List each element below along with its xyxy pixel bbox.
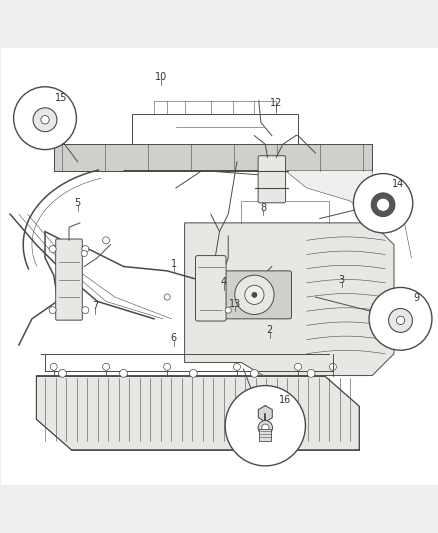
Circle shape bbox=[225, 307, 231, 313]
Text: 10: 10 bbox=[154, 72, 166, 82]
Circle shape bbox=[353, 174, 412, 233]
FancyBboxPatch shape bbox=[217, 271, 291, 319]
FancyBboxPatch shape bbox=[56, 239, 82, 320]
Text: 3: 3 bbox=[338, 274, 344, 285]
Text: 13: 13 bbox=[228, 298, 240, 309]
Text: 1: 1 bbox=[170, 260, 177, 269]
Polygon shape bbox=[53, 144, 371, 171]
Circle shape bbox=[41, 116, 49, 124]
Polygon shape bbox=[184, 223, 393, 376]
Circle shape bbox=[49, 246, 56, 253]
Circle shape bbox=[261, 424, 268, 431]
Text: 6: 6 bbox=[170, 334, 177, 343]
Circle shape bbox=[225, 385, 305, 466]
Text: 14: 14 bbox=[391, 179, 403, 189]
Polygon shape bbox=[36, 376, 358, 450]
Circle shape bbox=[294, 364, 301, 370]
Polygon shape bbox=[123, 171, 371, 223]
Text: 2: 2 bbox=[266, 325, 272, 335]
Circle shape bbox=[14, 87, 76, 150]
Circle shape bbox=[376, 198, 389, 211]
Circle shape bbox=[233, 364, 240, 370]
Circle shape bbox=[258, 421, 272, 435]
Circle shape bbox=[102, 237, 110, 244]
Circle shape bbox=[371, 193, 394, 216]
Circle shape bbox=[163, 364, 170, 370]
Circle shape bbox=[328, 364, 336, 370]
Circle shape bbox=[388, 309, 412, 333]
Circle shape bbox=[234, 275, 273, 314]
Text: 15: 15 bbox=[54, 93, 67, 103]
Circle shape bbox=[368, 287, 431, 350]
Circle shape bbox=[81, 251, 87, 256]
Text: 4: 4 bbox=[220, 277, 226, 287]
Text: 7: 7 bbox=[92, 301, 98, 311]
Circle shape bbox=[164, 294, 170, 300]
FancyBboxPatch shape bbox=[195, 256, 226, 321]
Circle shape bbox=[102, 364, 110, 370]
Circle shape bbox=[81, 306, 88, 313]
Circle shape bbox=[396, 316, 404, 325]
Bar bbox=[259, 429, 271, 441]
Text: 16: 16 bbox=[279, 394, 291, 405]
Circle shape bbox=[250, 369, 258, 377]
Circle shape bbox=[119, 369, 127, 377]
Polygon shape bbox=[258, 406, 272, 422]
Circle shape bbox=[58, 369, 66, 377]
Circle shape bbox=[251, 292, 256, 297]
Circle shape bbox=[81, 246, 88, 253]
Text: 9: 9 bbox=[412, 294, 418, 303]
FancyBboxPatch shape bbox=[258, 156, 285, 203]
Circle shape bbox=[49, 306, 56, 313]
Text: 5: 5 bbox=[74, 198, 81, 208]
Text: 12: 12 bbox=[269, 98, 282, 108]
Circle shape bbox=[244, 285, 263, 304]
Circle shape bbox=[307, 369, 314, 377]
Circle shape bbox=[50, 364, 57, 370]
Circle shape bbox=[33, 108, 57, 132]
Text: 8: 8 bbox=[259, 203, 265, 213]
Circle shape bbox=[189, 369, 197, 377]
